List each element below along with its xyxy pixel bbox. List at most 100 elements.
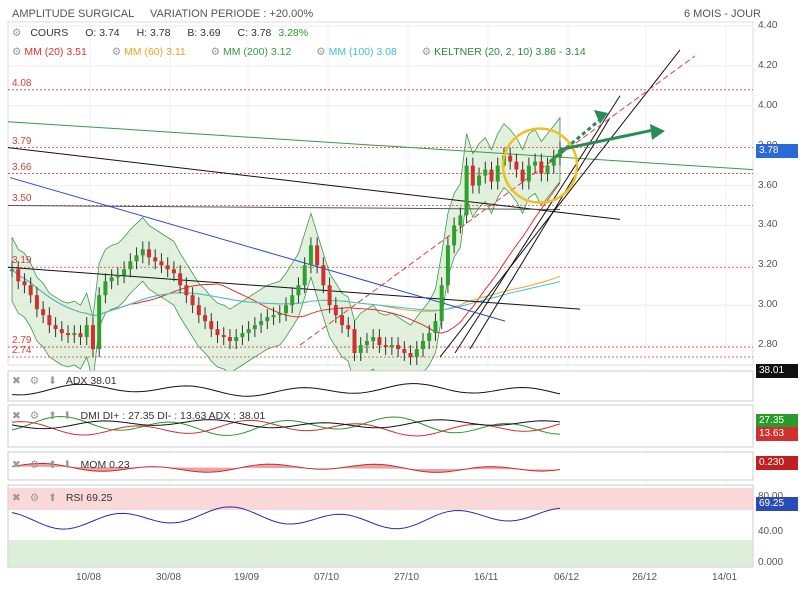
candle-body bbox=[452, 225, 457, 246]
close-value: C: 3.78 bbox=[237, 27, 272, 39]
highlight-circle bbox=[501, 127, 579, 204]
rsi-value: 69.25 bbox=[86, 492, 113, 504]
candle-body bbox=[389, 345, 394, 348]
gear-icon[interactable]: ⚙ bbox=[29, 375, 40, 387]
keltner-legend[interactable]: ⚙ KELTNER (20, 2, 10) 3.86 - 3.14 bbox=[421, 46, 586, 58]
candle-body bbox=[47, 315, 52, 326]
instrument-title: AMPLITUDE SURGICAL bbox=[12, 8, 135, 20]
gear-icon[interactable]: ⚙ bbox=[29, 492, 40, 504]
dmi-panel-header: ✖ ⚙ ⬆ ⬇ DMI DI+ : 27.35 DI- : 13.63 ADX … bbox=[12, 410, 265, 422]
gear-icon[interactable]: ⚙ bbox=[316, 46, 326, 58]
candles bbox=[10, 141, 562, 365]
candle-body bbox=[315, 245, 320, 266]
ma20-legend[interactable]: ⚙ MM (20) 3.51 bbox=[12, 46, 87, 58]
rsi-panel-header: ✖ ⚙ ⬆ RSI 69.25 bbox=[12, 492, 113, 504]
arrow-down-icon[interactable]: ⬇ bbox=[62, 459, 72, 471]
gear-icon[interactable]: ⚙ bbox=[12, 46, 22, 58]
candle-body bbox=[90, 325, 95, 350]
arrow-up-icon[interactable]: ⬆ bbox=[48, 492, 57, 504]
candle-body bbox=[259, 321, 264, 326]
adx-value: 38.01 bbox=[90, 375, 117, 387]
candle-body bbox=[408, 353, 413, 358]
dmi-minus-badge: 13.63 bbox=[756, 427, 798, 441]
candle-body bbox=[78, 333, 83, 338]
open-value: O: 3.74 bbox=[85, 27, 120, 39]
candle-body bbox=[489, 169, 494, 182]
candle-body bbox=[147, 249, 151, 258]
level-label: 3.19 bbox=[12, 255, 32, 267]
x-tick-label: 10/08 bbox=[76, 572, 102, 583]
candle-body bbox=[433, 321, 438, 334]
candle-body bbox=[445, 245, 450, 286]
candle-body bbox=[16, 269, 21, 282]
price-badge: 3.78 bbox=[756, 144, 798, 158]
gear-icon[interactable]: ⚙ bbox=[421, 46, 432, 58]
candle-body bbox=[134, 255, 139, 262]
ma200-line bbox=[7, 121, 754, 171]
candle-body bbox=[308, 245, 313, 266]
ma60-legend[interactable]: ⚙ MM (60) 3.11 bbox=[111, 46, 186, 58]
close-icon[interactable]: ✖ bbox=[12, 375, 21, 387]
gear-icon[interactable]: ⚙ bbox=[29, 410, 40, 422]
arrow-down-icon[interactable]: ⬇ bbox=[62, 410, 72, 422]
candle-body bbox=[545, 165, 550, 174]
dmi-minus-line bbox=[11, 419, 561, 437]
forecast-arrow-head bbox=[650, 124, 665, 140]
period-selector[interactable]: 6 MOIS - JOUR bbox=[684, 8, 762, 20]
close-icon[interactable]: ✖ bbox=[12, 492, 21, 504]
indicator-panels bbox=[7, 370, 754, 568]
candle-body bbox=[215, 329, 220, 336]
candle-body bbox=[240, 333, 245, 338]
candle-body bbox=[333, 305, 338, 316]
candle-body bbox=[28, 285, 33, 296]
trend-line bbox=[454, 95, 621, 354]
cours-label: COURS bbox=[30, 27, 69, 39]
change-value: 3.28% bbox=[278, 27, 309, 39]
candle-body bbox=[103, 281, 108, 296]
arrow-down-icon[interactable]: ⬇ bbox=[48, 375, 57, 387]
y-tick-label: 2.80 bbox=[758, 339, 778, 351]
candle-body bbox=[122, 269, 127, 276]
candle-body bbox=[53, 325, 58, 330]
gear-icon[interactable]: ⚙ bbox=[12, 27, 22, 39]
bid-value: B: 3.69 bbox=[187, 27, 221, 39]
candle-body bbox=[558, 149, 562, 158]
arrow-up-icon[interactable]: ⬆ bbox=[48, 410, 57, 422]
candle-body bbox=[352, 329, 357, 354]
high-value: H: 3.78 bbox=[136, 27, 171, 39]
y-tick-label: 3.00 bbox=[758, 299, 778, 311]
mom-label: MOM bbox=[80, 459, 107, 471]
level-label: 4.08 bbox=[12, 77, 32, 89]
candle-body bbox=[539, 161, 544, 174]
candle-body bbox=[165, 265, 170, 270]
candle-body bbox=[396, 345, 401, 350]
x-tick-label: 19/09 bbox=[234, 572, 260, 583]
candle-body bbox=[533, 161, 538, 166]
candle-body bbox=[296, 285, 301, 296]
candle-body bbox=[84, 325, 89, 338]
ma100-legend[interactable]: ⚙ MM (100) 3.08 bbox=[316, 46, 397, 58]
candle-body bbox=[526, 165, 531, 182]
quote-row: ⚙ COURS O: 3.74 H: 3.78 B: 3.69 C: 3.78 … bbox=[12, 27, 308, 39]
x-tick-label: 07/10 bbox=[314, 572, 340, 583]
candle-body bbox=[364, 341, 369, 346]
dmi-plus-line bbox=[11, 415, 561, 436]
candle-body bbox=[22, 281, 27, 286]
dmi-plus-badge: 27.35 bbox=[756, 414, 798, 428]
candle-body bbox=[477, 175, 482, 186]
ma200-legend[interactable]: ⚙ MM (200) 3.12 bbox=[210, 46, 292, 58]
gear-icon[interactable]: ⚙ bbox=[111, 46, 122, 58]
close-icon[interactable]: ✖ bbox=[12, 459, 21, 471]
gear-icon[interactable]: ⚙ bbox=[29, 459, 40, 471]
candle-body bbox=[234, 337, 239, 342]
candle-body bbox=[159, 261, 164, 266]
arrow-up-icon[interactable]: ⬆ bbox=[48, 459, 57, 471]
candle-body bbox=[203, 315, 208, 322]
level-label: 3.79 bbox=[12, 135, 32, 147]
candle-body bbox=[227, 337, 232, 342]
gear-icon[interactable]: ⚙ bbox=[210, 46, 221, 58]
keltner-band bbox=[11, 116, 561, 390]
candle-body bbox=[383, 345, 388, 348]
close-icon[interactable]: ✖ bbox=[12, 410, 21, 422]
